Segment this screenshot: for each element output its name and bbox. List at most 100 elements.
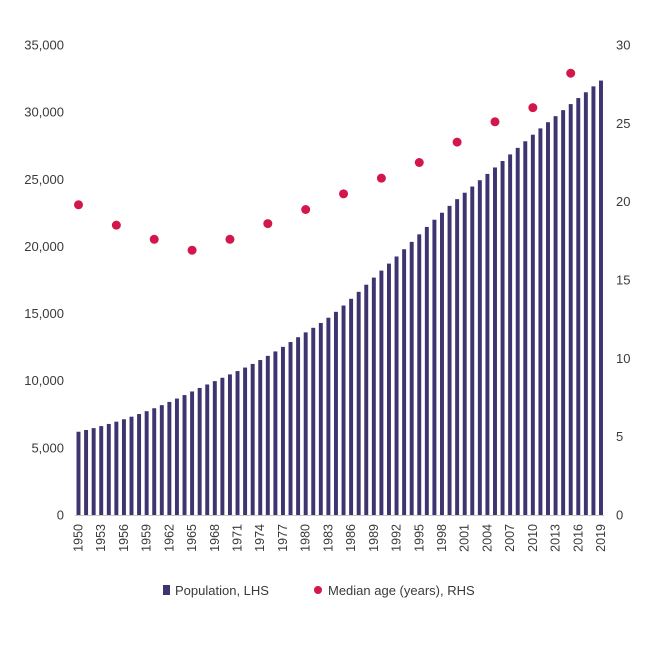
x-tick-label: 2019 bbox=[594, 524, 608, 552]
bar-2002 bbox=[470, 186, 475, 516]
bar-1956 bbox=[121, 419, 126, 515]
bar-2008 bbox=[515, 147, 520, 516]
bar-1986 bbox=[349, 298, 354, 515]
bar-1950 bbox=[76, 431, 81, 515]
x-tick-label: 1968 bbox=[208, 524, 222, 552]
bar-1996 bbox=[424, 226, 429, 515]
bar-2009 bbox=[523, 141, 528, 515]
left-tick-label: 35,000 bbox=[24, 38, 64, 53]
bar-2011 bbox=[538, 128, 543, 515]
x-tick-label: 1986 bbox=[344, 524, 358, 552]
bar-1993 bbox=[402, 249, 407, 515]
right-y-axis: 0 5 10 15 20 25 30 bbox=[616, 38, 630, 523]
median-age-point-1980 bbox=[301, 205, 311, 214]
bar-2017 bbox=[583, 92, 588, 516]
median-age-points bbox=[74, 68, 576, 255]
bar-1978 bbox=[288, 342, 293, 515]
bar-1951 bbox=[84, 430, 89, 515]
bar-1968 bbox=[212, 381, 217, 515]
bar-2003 bbox=[477, 180, 482, 516]
bar-2016 bbox=[576, 98, 581, 515]
bar-1973 bbox=[250, 363, 255, 515]
right-tick-label: 20 bbox=[616, 194, 630, 209]
median-age-point-1965 bbox=[187, 245, 197, 255]
left-y-axis: 0 5,000 10,000 15,000 20,000 25,000 30,000 35,0… bbox=[24, 38, 64, 523]
x-tick-label: 1959 bbox=[140, 524, 154, 552]
bar-1995 bbox=[417, 234, 422, 515]
bar-2007 bbox=[508, 154, 513, 515]
bar-1999 bbox=[447, 205, 452, 515]
bar-1989 bbox=[371, 277, 376, 515]
bar-1987 bbox=[356, 291, 361, 515]
x-tick-label: 2016 bbox=[571, 524, 585, 552]
bar-1962 bbox=[167, 401, 172, 515]
right-tick-label: 15 bbox=[616, 273, 630, 288]
x-tick-label: 2004 bbox=[480, 524, 494, 552]
x-tick-label: 1965 bbox=[185, 524, 199, 552]
x-tick-label: 1992 bbox=[390, 524, 404, 552]
bar-1959 bbox=[144, 411, 149, 515]
bar-1967 bbox=[205, 384, 210, 515]
bar-1965 bbox=[190, 391, 195, 515]
bar-2005 bbox=[493, 167, 497, 515]
median-age-point-2010 bbox=[528, 103, 538, 113]
bar-1953 bbox=[99, 426, 104, 515]
bar-1981 bbox=[311, 327, 316, 515]
bar-1974 bbox=[258, 360, 263, 515]
bar-2000 bbox=[455, 199, 460, 515]
median-age-point-1955 bbox=[111, 220, 121, 230]
x-tick-label: 1998 bbox=[435, 524, 449, 552]
bar-2012 bbox=[546, 122, 550, 516]
x-tick-label: 1995 bbox=[412, 524, 426, 552]
left-tick-label: 15,000 bbox=[24, 306, 64, 321]
bar-1966 bbox=[197, 387, 202, 515]
legend-median-age-label: Median age (years), RHS bbox=[328, 583, 475, 598]
bar-1984 bbox=[333, 311, 338, 515]
left-tick-label: 25,000 bbox=[24, 172, 64, 187]
left-tick-label: 5,000 bbox=[31, 440, 64, 455]
bar-1992 bbox=[394, 256, 399, 515]
median-age-point-2015 bbox=[566, 68, 576, 78]
bar-1979 bbox=[296, 337, 301, 515]
bar-1988 bbox=[364, 284, 369, 515]
bar-1983 bbox=[326, 317, 331, 515]
bar-2018 bbox=[591, 86, 596, 516]
bar-1991 bbox=[387, 263, 391, 515]
bar-1963 bbox=[174, 398, 179, 515]
median-age-point-1985 bbox=[339, 189, 349, 199]
bar-1961 bbox=[159, 405, 164, 515]
x-tick-label: 1989 bbox=[367, 524, 381, 552]
right-tick-label: 30 bbox=[616, 38, 630, 53]
x-axis: 1950 1953 1956 1959 1962 1965 1968 1971 1974 1977… bbox=[72, 515, 608, 552]
bar-1970 bbox=[227, 374, 232, 515]
median-age-point-1990 bbox=[376, 173, 386, 183]
right-tick-label: 10 bbox=[616, 351, 630, 366]
bar-2006 bbox=[500, 161, 505, 515]
bar-2004 bbox=[485, 173, 490, 515]
bar-1954 bbox=[106, 423, 111, 515]
bar-1985 bbox=[341, 305, 346, 515]
bar-1976 bbox=[273, 351, 278, 515]
bar-2015 bbox=[568, 104, 573, 515]
x-tick-label: 1983 bbox=[321, 524, 335, 552]
right-tick-label: 0 bbox=[616, 508, 623, 523]
bar-1955 bbox=[114, 421, 119, 515]
median-age-point-2005 bbox=[490, 117, 500, 127]
legend: Population, LHS Median age (years), RHS bbox=[163, 583, 475, 598]
x-tick-label: 1977 bbox=[276, 524, 290, 552]
bar-1958 bbox=[137, 414, 142, 515]
bar-2019 bbox=[599, 80, 603, 515]
bar-1972 bbox=[243, 367, 248, 515]
bar-1975 bbox=[265, 355, 270, 515]
median-age-point-1950 bbox=[74, 200, 83, 210]
x-tick-label: 1953 bbox=[94, 524, 108, 552]
left-tick-label: 10,000 bbox=[24, 373, 64, 388]
bar-1980 bbox=[303, 332, 308, 515]
left-tick-label: 30,000 bbox=[24, 105, 64, 120]
median-age-point-2000 bbox=[452, 137, 462, 147]
bar-1952 bbox=[91, 428, 96, 515]
median-age-point-1960 bbox=[149, 234, 159, 244]
x-tick-label: 1980 bbox=[299, 524, 313, 552]
